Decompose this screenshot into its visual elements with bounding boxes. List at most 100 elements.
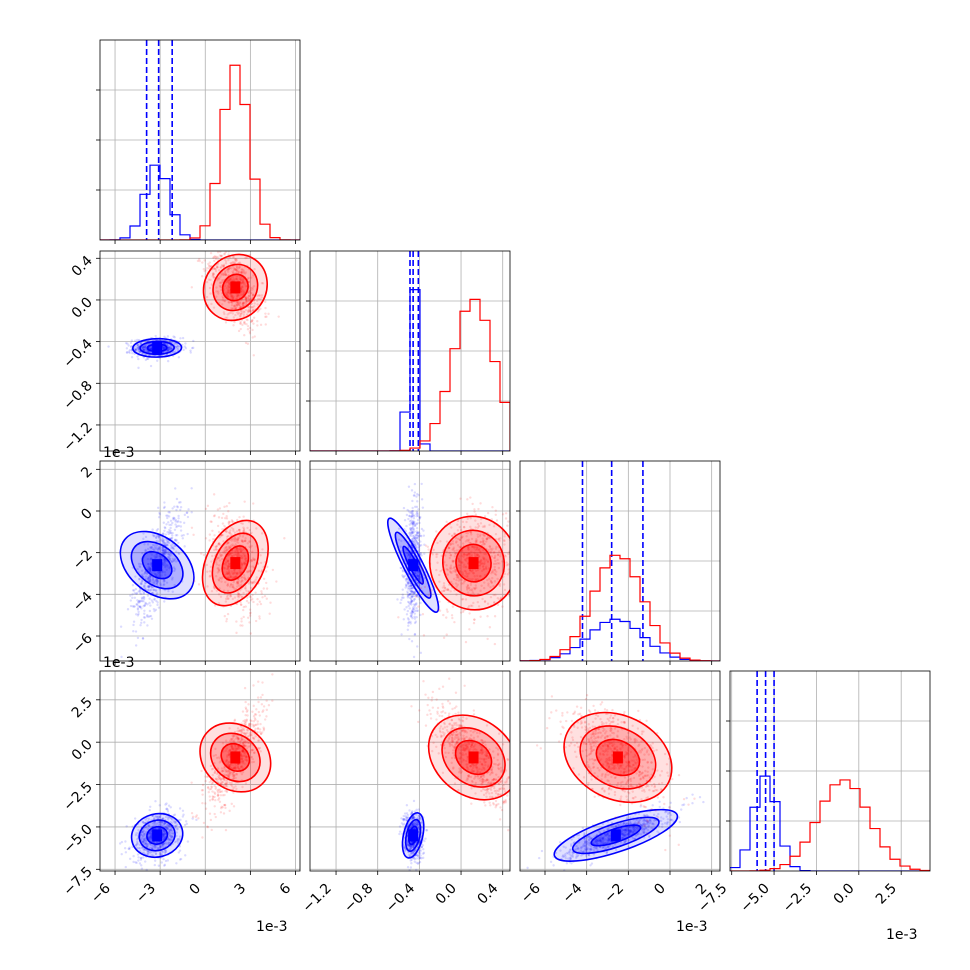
sample-point — [483, 534, 486, 538]
sample-point — [476, 600, 480, 604]
sample-point — [231, 294, 234, 297]
sample-point — [406, 590, 409, 593]
sample-point — [241, 579, 244, 582]
sample-point — [248, 723, 251, 726]
sample-point — [268, 612, 271, 615]
sample-point — [411, 593, 414, 596]
sample-point — [164, 552, 167, 555]
sample-point — [135, 861, 138, 865]
sample-point — [261, 681, 264, 684]
sample-point — [492, 551, 495, 554]
sample-point — [175, 525, 178, 529]
sample-point — [250, 582, 254, 585]
sample-point — [515, 512, 517, 514]
sample-point — [147, 567, 150, 570]
sample-point — [244, 587, 247, 590]
sample-point — [155, 815, 159, 818]
sample-point — [169, 834, 172, 838]
sample-point — [479, 517, 483, 521]
sample-point — [409, 592, 412, 595]
sample-point — [238, 301, 242, 304]
sample-point — [231, 520, 234, 523]
sample-point — [411, 530, 414, 533]
sample-point — [147, 585, 150, 588]
sample-point — [407, 604, 410, 608]
sample-point — [236, 537, 240, 540]
sample-point — [218, 277, 221, 281]
sample-point — [142, 839, 146, 843]
sample-point — [158, 852, 162, 855]
sample-point — [231, 551, 234, 555]
sample-point — [247, 297, 251, 300]
sample-point — [404, 586, 407, 589]
sample-point — [408, 514, 411, 518]
sample-point — [512, 547, 514, 549]
sample-point — [152, 850, 155, 854]
sample-point — [163, 864, 166, 867]
sample-point — [169, 347, 173, 350]
sample-point — [471, 545, 474, 549]
sample-point — [149, 614, 153, 618]
sample-point — [141, 346, 144, 349]
sample-point — [175, 497, 179, 501]
sample-point — [130, 345, 133, 349]
sample-point — [417, 534, 420, 537]
sample-point — [166, 359, 170, 363]
sample-point — [152, 588, 156, 591]
sample-point — [136, 607, 140, 610]
sample-point — [240, 562, 244, 566]
sample-point — [172, 548, 176, 551]
sample-point — [451, 542, 455, 545]
sample-point — [415, 615, 418, 619]
sample-point — [137, 349, 140, 352]
sample-point — [412, 494, 416, 497]
sample-point — [244, 740, 247, 744]
sample-point — [155, 573, 158, 576]
sample-point — [224, 281, 228, 284]
sample-point — [143, 612, 146, 615]
sample-point — [251, 581, 255, 585]
contour-red-0 — [202, 253, 268, 322]
sample-point — [219, 554, 223, 557]
sample-point — [468, 572, 471, 575]
sample-point — [515, 581, 517, 583]
histogram-blue-p2 — [520, 618, 720, 661]
sample-point — [134, 348, 137, 351]
sample-point — [173, 569, 176, 573]
sample-point — [241, 302, 245, 306]
sample-point — [164, 548, 167, 551]
sample-point — [143, 347, 147, 351]
sample-point — [416, 574, 420, 578]
sample-point — [154, 556, 157, 559]
sample-point — [249, 287, 253, 290]
sample-point — [214, 799, 217, 802]
sample-point — [162, 833, 166, 836]
sample-point — [413, 615, 416, 618]
sample-point — [245, 559, 248, 563]
sample-point — [411, 611, 414, 614]
sample-point — [217, 775, 220, 778]
sample-point — [245, 589, 248, 592]
sample-point — [132, 620, 136, 623]
sample-point — [413, 536, 416, 539]
sample-point — [217, 570, 221, 573]
sample-point — [454, 552, 457, 555]
sample-point — [514, 519, 516, 521]
sample-point — [234, 313, 237, 317]
sample-point — [231, 255, 235, 258]
sample-point — [413, 632, 417, 636]
sample-point — [427, 594, 430, 597]
sample-point — [158, 511, 161, 515]
sample-point — [241, 759, 244, 763]
sample-point — [406, 628, 410, 631]
sample-point — [235, 571, 238, 575]
sample-point — [468, 628, 471, 631]
sample-point — [450, 567, 453, 570]
sample-point — [135, 592, 138, 595]
sample-point — [161, 833, 165, 836]
sample-point — [158, 816, 161, 819]
sample-point — [146, 624, 149, 627]
sample-point — [252, 354, 255, 357]
sample-point — [141, 835, 145, 838]
sample-point — [217, 516, 221, 519]
